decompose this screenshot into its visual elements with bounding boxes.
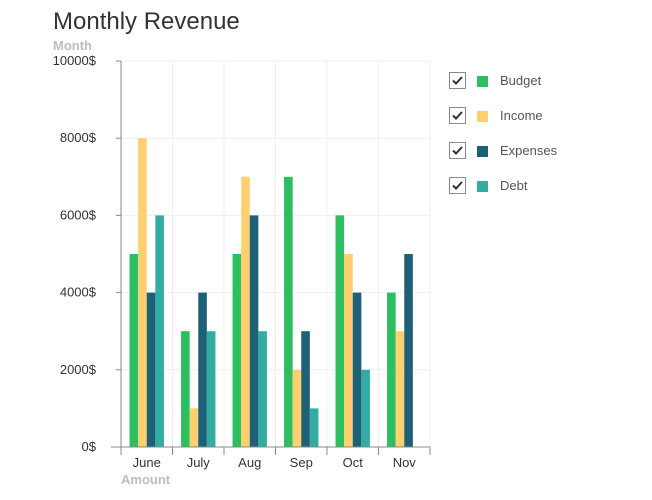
legend-checkbox[interactable]	[449, 107, 466, 124]
bar-income-oct	[344, 254, 353, 447]
bar-income-nov	[395, 331, 405, 447]
bar-budget-aug	[232, 254, 242, 447]
checkmark-icon	[452, 76, 463, 85]
y-tick-label: 0$	[82, 439, 97, 454]
legend-label: Budget	[500, 73, 542, 88]
legend-swatch	[477, 111, 488, 122]
legend-label: Income	[500, 108, 543, 123]
x-axis-title: Amount	[121, 472, 171, 487]
x-tick-label: Sep	[290, 455, 313, 470]
bar-budget-july	[181, 331, 190, 447]
chart-title: Monthly Revenue	[53, 8, 240, 35]
legend-checkbox[interactable]	[449, 177, 466, 194]
bar-expenses-sep	[301, 331, 310, 447]
checkmark-icon	[452, 181, 463, 190]
bar-debt-sep	[309, 408, 319, 447]
bar-income-sep	[292, 369, 302, 447]
bar-income-june	[138, 138, 147, 447]
y-tick-label: 4000$	[60, 285, 97, 300]
bar-expenses-july	[198, 292, 207, 447]
bar-debt-aug	[258, 331, 267, 447]
legend-checkbox[interactable]	[449, 142, 466, 159]
legend-swatch	[477, 146, 488, 157]
bar-income-aug	[241, 176, 250, 448]
bar-debt-july	[206, 331, 216, 447]
checkmark-icon	[452, 146, 463, 155]
legend-label: Expenses	[500, 143, 558, 158]
x-tick-label: June	[133, 455, 161, 470]
x-tick-label: Aug	[238, 455, 261, 470]
bar-debt-oct	[361, 369, 370, 447]
bar-expenses-nov	[404, 254, 413, 447]
bar-expenses-oct	[352, 292, 362, 447]
bar-expenses-june	[146, 292, 156, 447]
legend-label: Debt	[500, 178, 528, 193]
y-tick-label: 8000$	[60, 130, 97, 145]
legend-checkbox[interactable]	[449, 72, 466, 89]
bar-budget-sep	[284, 176, 293, 448]
bar-income-july	[189, 408, 199, 447]
y-tick-label: 6000$	[60, 207, 97, 222]
bar-budget-oct	[335, 215, 345, 447]
legend-swatch	[477, 76, 488, 87]
legend-swatch	[477, 181, 488, 192]
checkmark-icon	[452, 111, 463, 120]
x-tick-label: Oct	[343, 455, 364, 470]
x-tick-label: July	[187, 455, 211, 470]
y-axis-title: Month	[53, 38, 92, 53]
y-tick-label: 2000$	[60, 362, 97, 377]
bar-budget-nov	[387, 292, 396, 447]
y-tick-label: 10000$	[53, 53, 97, 68]
bar-expenses-aug	[249, 215, 259, 447]
bar-budget-june	[129, 254, 139, 447]
x-tick-label: Nov	[393, 455, 417, 470]
bar-debt-june	[155, 215, 164, 447]
